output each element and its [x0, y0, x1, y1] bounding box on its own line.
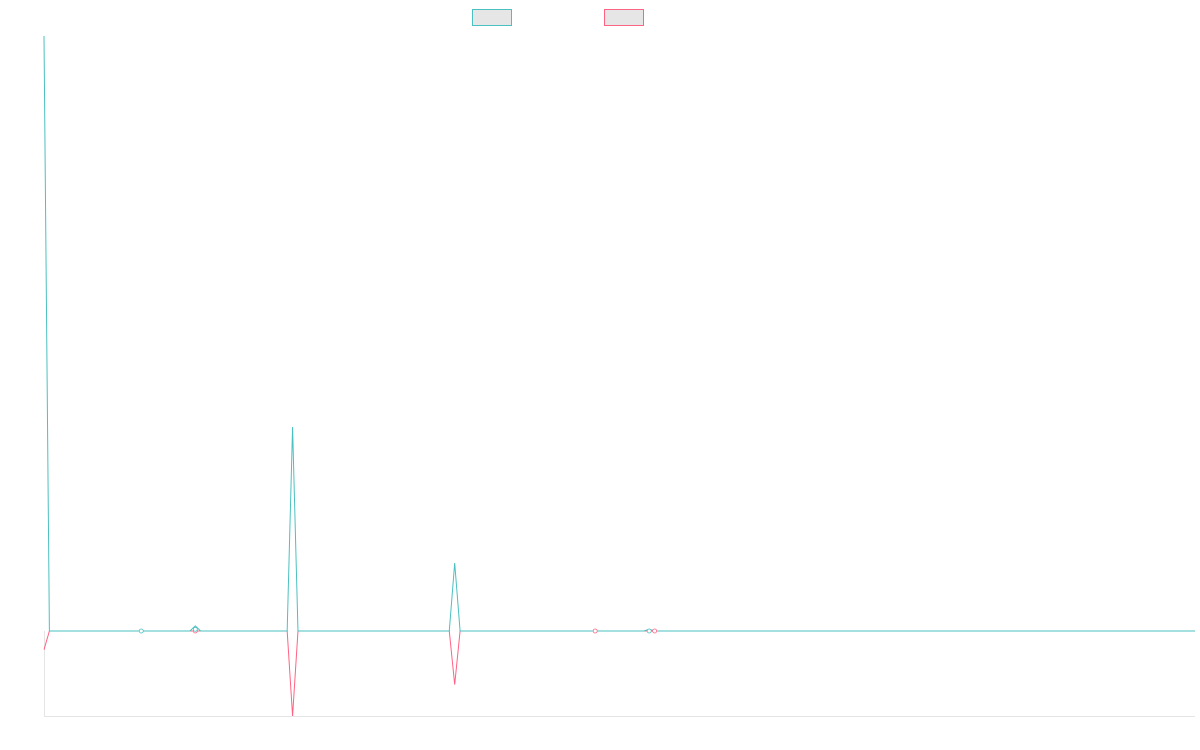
data-point-marker[interactable] — [192, 626, 198, 632]
data-point-marker[interactable] — [652, 628, 658, 634]
data-point-marker[interactable] — [138, 628, 144, 634]
series-line-1 — [43, 35, 1195, 632]
series-line-2 — [43, 630, 1195, 717]
legend-swatch-series-1 — [472, 9, 512, 26]
series-layer — [43, 35, 1195, 717]
legend-swatch-series-2 — [604, 9, 644, 26]
data-point-marker[interactable] — [646, 628, 652, 634]
axes — [44, 631, 1195, 717]
legend — [0, 0, 1200, 36]
data-point-marker[interactable] — [592, 628, 598, 634]
marker-layer — [138, 626, 658, 634]
